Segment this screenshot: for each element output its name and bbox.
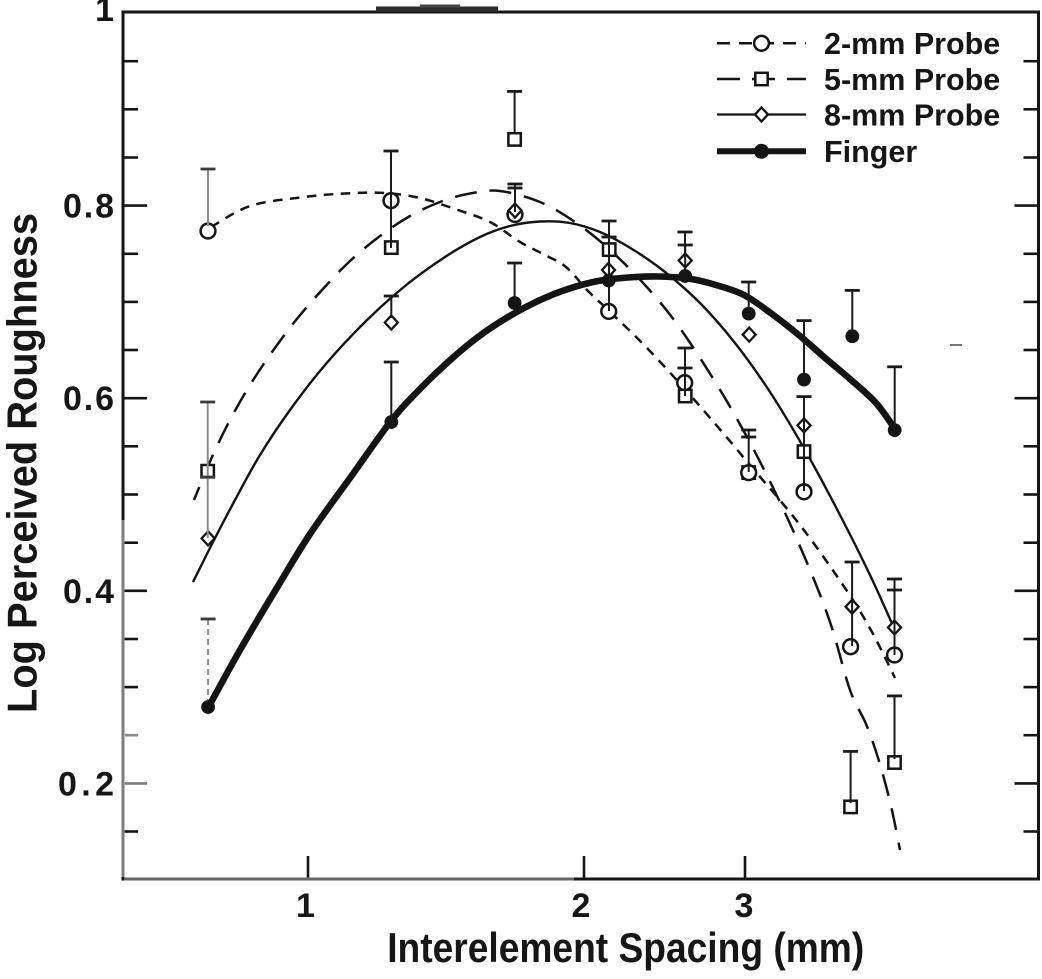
svg-text:5-mm Probe: 5-mm Probe bbox=[824, 63, 1000, 97]
svg-text:Interelement Spacing (mm): Interelement Spacing (mm) bbox=[387, 924, 864, 971]
svg-text:2: 2 bbox=[572, 887, 591, 925]
svg-text:0.6: 0.6 bbox=[63, 380, 114, 418]
svg-text:0.8: 0.8 bbox=[63, 188, 114, 226]
svg-text:2-mm Probe: 2-mm Probe bbox=[824, 27, 1000, 61]
svg-text:Log Perceived Roughness: Log Perceived Roughness bbox=[0, 213, 46, 713]
svg-text:8-mm Probe: 8-mm Probe bbox=[824, 99, 1000, 133]
svg-text:1: 1 bbox=[95, 0, 114, 29]
svg-text:3: 3 bbox=[735, 887, 754, 925]
svg-text:0.2: 0.2 bbox=[58, 765, 114, 803]
svg-text:1: 1 bbox=[296, 887, 315, 925]
svg-text:0.4: 0.4 bbox=[63, 573, 114, 611]
svg-text:Finger: Finger bbox=[824, 135, 917, 169]
